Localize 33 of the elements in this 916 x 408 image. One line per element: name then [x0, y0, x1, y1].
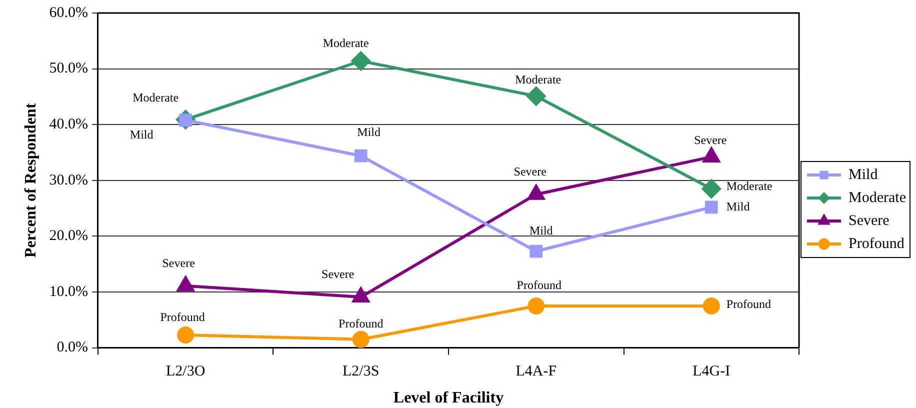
annotation: Profound	[516, 278, 562, 292]
annotation: Mild	[726, 199, 750, 214]
annotation: Moderate	[726, 178, 772, 193]
annotation: Severe	[514, 164, 546, 179]
y-axis-title: Percent of Respondent	[22, 102, 40, 258]
annotation: Profound	[338, 316, 384, 331]
x-axis-title: Level of Facility	[393, 390, 504, 407]
x-tick-label: L2/3S	[342, 364, 380, 380]
legend-label: Moderate	[848, 190, 906, 206]
legend-label: Profound	[848, 236, 905, 252]
annotation: Mild	[130, 127, 154, 142]
legend-label: Mild	[848, 166, 878, 183]
y-tick-label: 10.0%	[49, 284, 88, 300]
y-tick-label: 20.0%	[49, 228, 88, 244]
annotation: Moderate	[515, 72, 562, 86]
x-tick-label: L2/3O	[166, 364, 206, 380]
legend-label: Severe	[848, 212, 890, 229]
annotation: Severe	[322, 267, 354, 282]
annotation: Mild	[529, 223, 553, 238]
annotation: Moderate	[132, 90, 179, 105]
y-tick-label: 50.0%	[49, 60, 88, 77]
annotation: Mild	[357, 125, 381, 140]
annotation: Moderate	[322, 36, 369, 50]
annotation: Severe	[162, 256, 195, 270]
x-tick-label: L4G-I	[692, 364, 730, 380]
x-tick-label: L4A-F	[516, 364, 557, 380]
y-tick-label: 30.0%	[49, 172, 88, 188]
annotation: Profound	[726, 297, 772, 312]
y-tick-label: 0.0%	[56, 340, 88, 356]
y-tick-label: 60.0%	[49, 4, 88, 21]
annotation: Severe	[694, 133, 727, 148]
annotation: Profound	[160, 310, 205, 324]
y-tick-label: 40.0%	[49, 116, 88, 133]
